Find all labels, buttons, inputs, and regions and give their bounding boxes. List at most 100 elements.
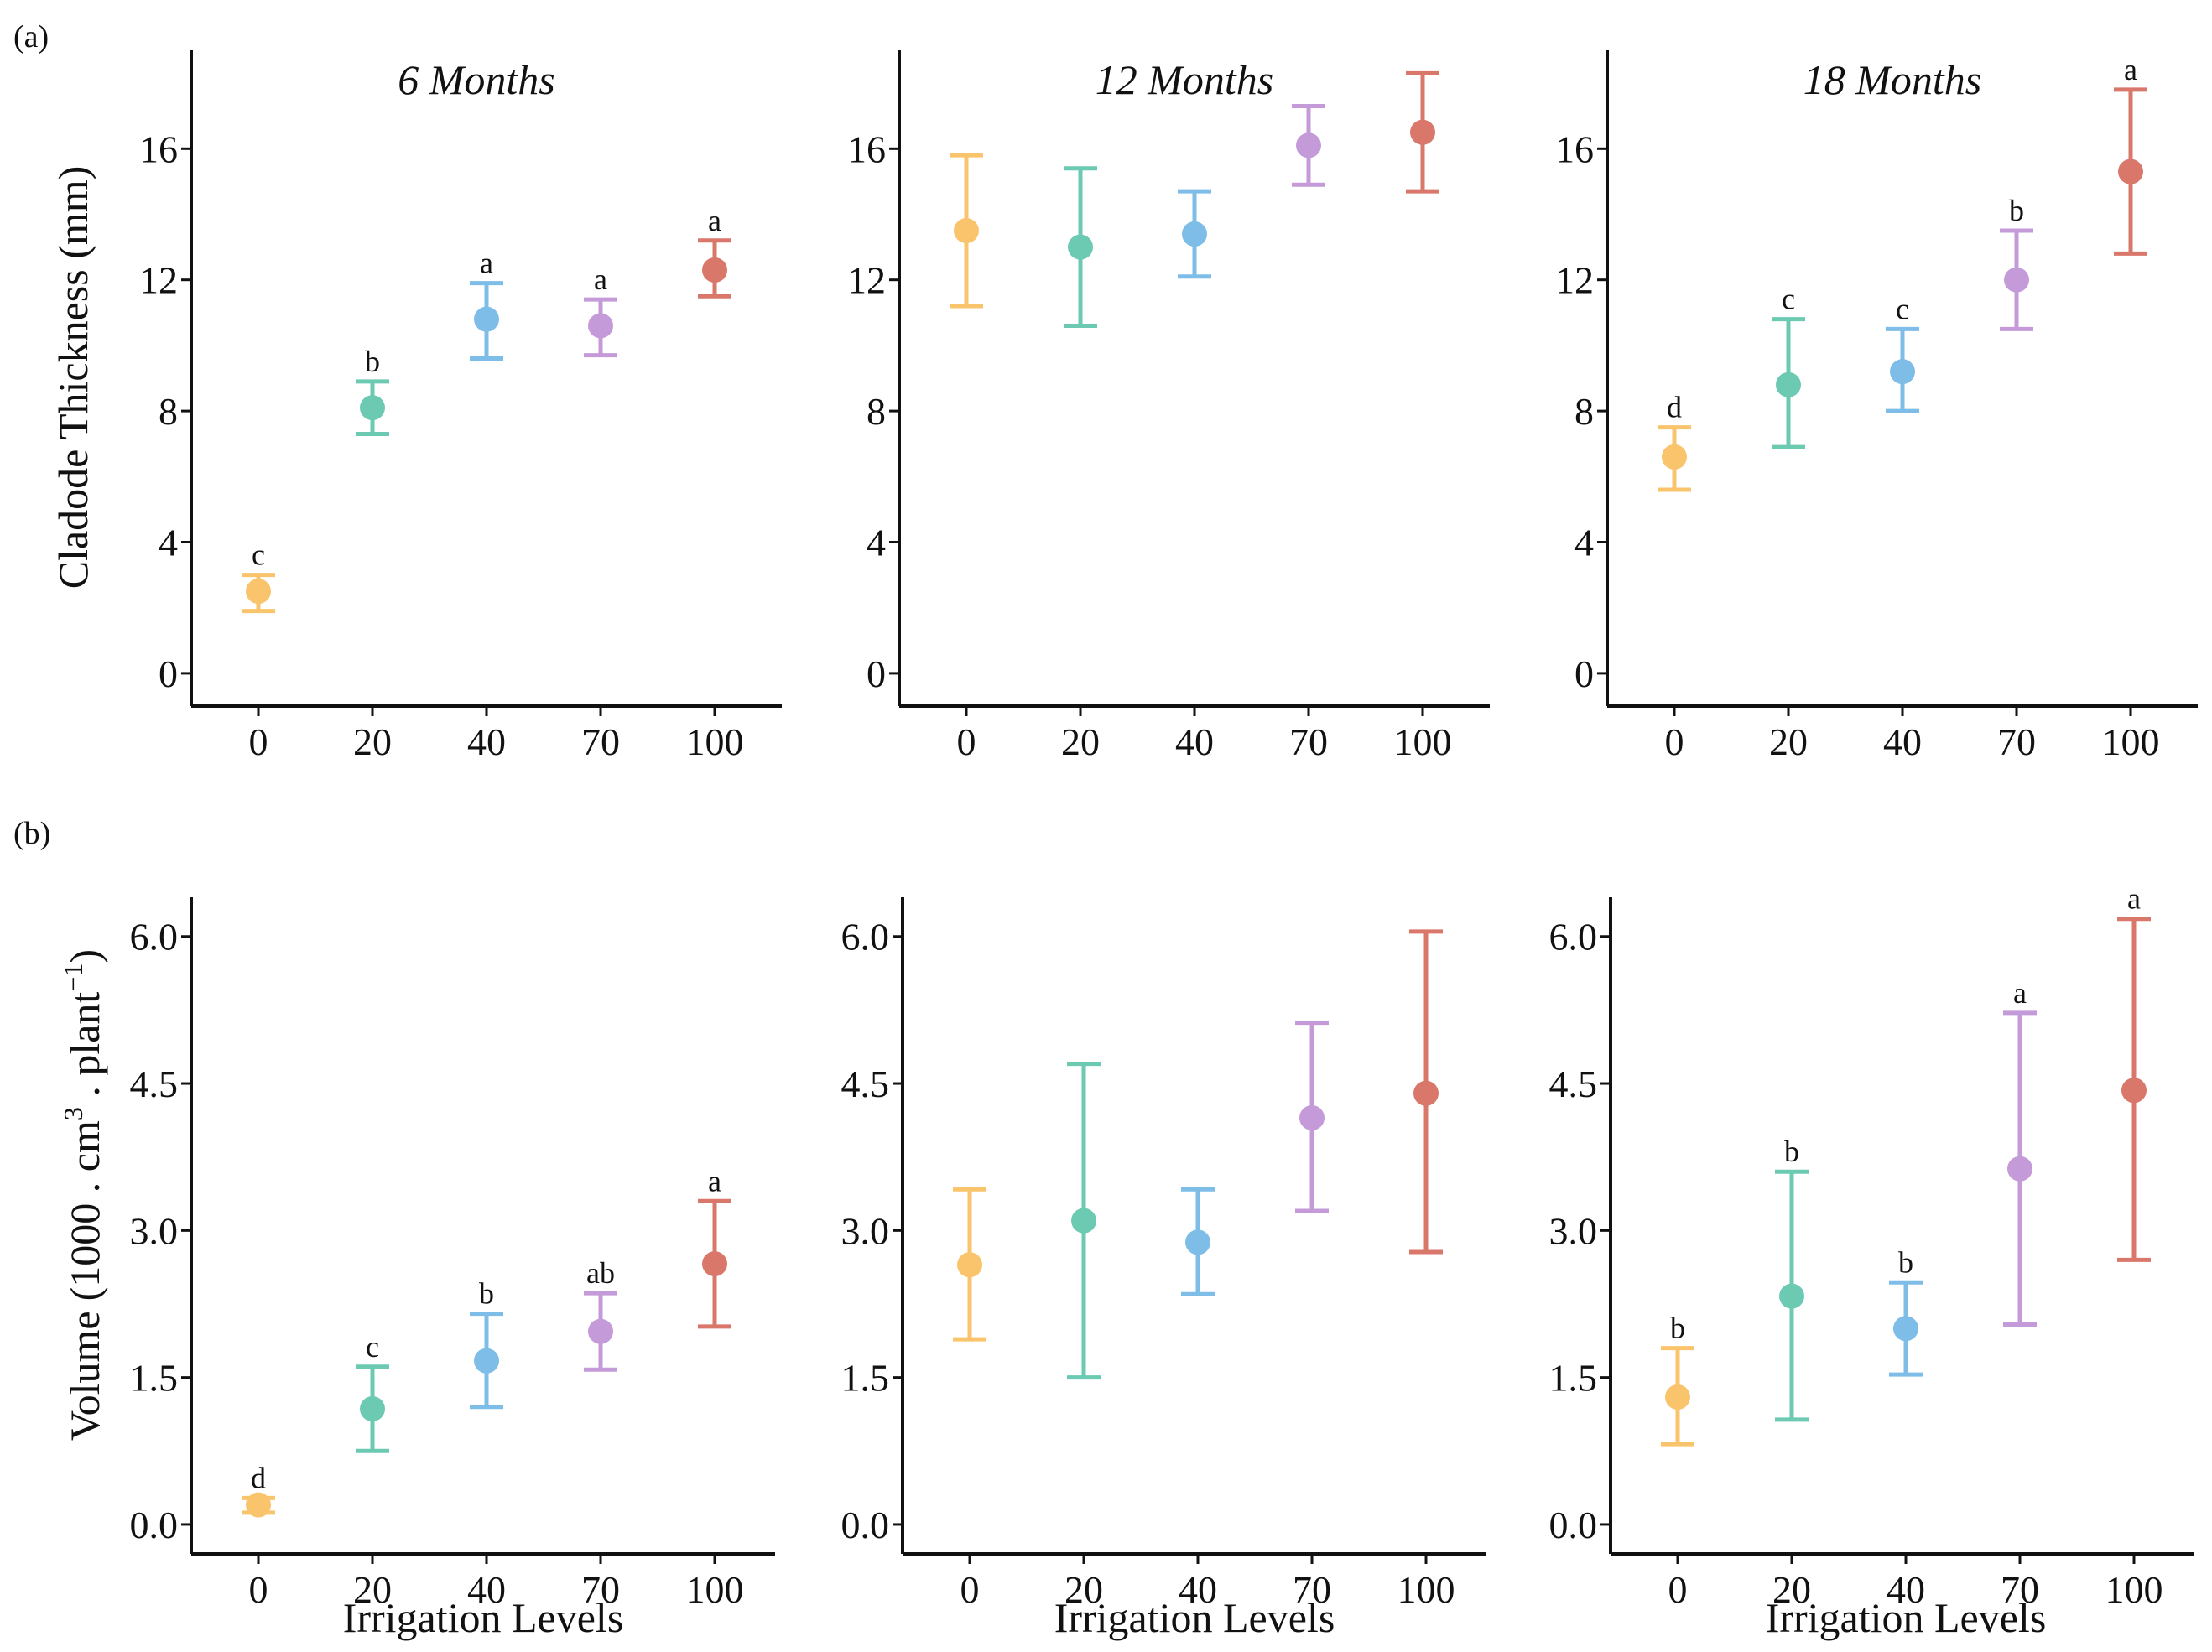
y-tick-label: 4.5	[130, 1062, 179, 1105]
x-tick-label: 20	[1061, 720, 1100, 763]
data-point	[2121, 1078, 2147, 1104]
volume-title-unit-mid: . plant	[61, 992, 108, 1108]
y-tick-label: 6.0	[130, 916, 179, 958]
significance-label: c	[366, 1330, 379, 1364]
significance-label: b	[479, 1277, 494, 1311]
significance-label: ab	[586, 1256, 615, 1290]
x-tick-label: 100	[2105, 1568, 2163, 1611]
x-tick-label: 20	[353, 720, 392, 763]
y-tick-label: 4	[867, 522, 886, 564]
x-tick-label: 100	[1394, 720, 1452, 763]
x-tick-label: 0	[1668, 1568, 1688, 1611]
significance-label: c	[1782, 283, 1795, 316]
x-tick-label: 70	[581, 720, 620, 763]
x-axis-title-panel-5: Irrigation Levels	[1054, 1594, 1335, 1641]
data-point	[360, 1396, 385, 1422]
x-tick-label: 70	[1997, 720, 2036, 763]
y-tick-label: 4.5	[841, 1062, 890, 1105]
data-point	[1779, 1283, 1804, 1309]
significance-label: b	[365, 345, 380, 378]
y-axis-title-thickness: Cladode Thickness (mm)	[49, 166, 96, 590]
y-axis-title-volume: Volume (1000 . cm3 . plant−1)	[58, 949, 108, 1441]
data-point	[474, 1348, 499, 1374]
y-tick-label: 8	[159, 390, 178, 433]
x-tick-label: 20	[1769, 720, 1808, 763]
chart-panel-2: 0 4 8 12 16 0 20 40 70 100 12 Months	[847, 50, 1490, 763]
x-tick-label: 100	[2102, 720, 2160, 763]
data-point	[588, 313, 613, 339]
significance-label: b	[2009, 194, 2024, 227]
x-tick-label: 0	[1665, 720, 1684, 763]
panel-tag-b: (b)	[13, 816, 50, 851]
significance-label: a	[2013, 976, 2027, 1010]
significance-label: b	[1898, 1245, 1913, 1279]
data-point	[954, 218, 979, 244]
y-tick-label: 12	[1555, 259, 1594, 302]
panel-title: 18 Months	[1803, 56, 1982, 103]
data-point	[2007, 1156, 2032, 1182]
y-tick-label: 0	[867, 652, 886, 695]
data-point	[1776, 371, 1801, 397]
data-point	[1665, 1384, 1690, 1410]
data-point	[702, 257, 727, 283]
data-point	[1410, 119, 1435, 145]
y-tick-label: 3.0	[841, 1209, 890, 1252]
y-tick-label: 0	[159, 652, 178, 695]
x-axis-title-panel-6: Irrigation Levels	[1766, 1594, 2047, 1641]
significance-label: b	[1784, 1135, 1799, 1168]
chart-panel-6: 0.0 1.5 3.0 4.5 6.0 0 20 40 70 100 b b b a a	[1549, 882, 2194, 1611]
y-tick-label: 4	[1574, 522, 1594, 564]
x-tick-label: 20	[1064, 1568, 1103, 1611]
data-point	[1185, 1229, 1210, 1255]
data-point	[2118, 158, 2143, 184]
x-tick-label: 20	[353, 1568, 392, 1611]
x-tick-label: 0	[957, 720, 976, 763]
panel-title: 6 Months	[398, 56, 555, 103]
x-tick-label: 40	[467, 1568, 506, 1611]
y-tick-label: 6.0	[841, 916, 890, 958]
significance-label: c	[1896, 292, 1909, 325]
y-tick-label: 3.0	[1549, 1209, 1598, 1252]
volume-title-sup2: −1	[58, 964, 88, 992]
x-tick-label: 100	[686, 720, 744, 763]
volume-title-unit-open: (1000 . cm	[61, 1120, 108, 1301]
x-tick-label: 70	[581, 1568, 620, 1611]
data-point	[360, 395, 385, 421]
y-tick-label: 3.0	[130, 1209, 179, 1252]
significance-label: a	[2124, 53, 2137, 86]
data-point	[588, 1318, 613, 1344]
x-tick-label: 100	[1397, 1568, 1455, 1611]
significance-label: a	[708, 1164, 721, 1197]
y-tick-label: 0.0	[130, 1504, 179, 1546]
chart-panel-1: 0 4 8 12 16 0 20 40 70 100 6 Months c b a a a	[139, 50, 782, 763]
panel-tag-a: (a)	[13, 19, 49, 55]
y-tick-label: 0.0	[841, 1504, 890, 1546]
x-tick-label: 40	[1175, 720, 1214, 763]
y-tick-label: 1.5	[130, 1357, 179, 1400]
data-point	[1071, 1208, 1096, 1234]
x-tick-label: 70	[2001, 1568, 2039, 1611]
significance-label: a	[708, 204, 721, 237]
y-tick-label: 16	[847, 127, 886, 170]
significance-label: a	[594, 262, 607, 296]
data-point	[246, 1492, 271, 1518]
y-tick-label: 8	[867, 390, 886, 433]
y-tick-label: 16	[139, 127, 178, 170]
significance-label: c	[252, 538, 265, 572]
y-tick-label: 16	[1555, 127, 1594, 170]
x-tick-label: 40	[1887, 1568, 1925, 1611]
chart-panel-3: 0 4 8 12 16 0 20 40 70 100 18 Months d c c b a	[1555, 50, 2198, 763]
x-tick-label: 0	[249, 1568, 268, 1611]
y-tick-label: 12	[847, 259, 886, 302]
x-tick-label: 0	[960, 1568, 980, 1611]
significance-label: d	[251, 1461, 266, 1494]
data-point	[1893, 1316, 1918, 1342]
x-tick-label: 40	[1883, 720, 1922, 763]
significance-label: d	[1667, 391, 1682, 424]
x-tick-label: 70	[1293, 1568, 1331, 1611]
data-point	[1296, 132, 1321, 158]
y-tick-label: 0	[1574, 652, 1594, 695]
data-point	[1182, 221, 1207, 247]
data-point	[474, 306, 499, 332]
